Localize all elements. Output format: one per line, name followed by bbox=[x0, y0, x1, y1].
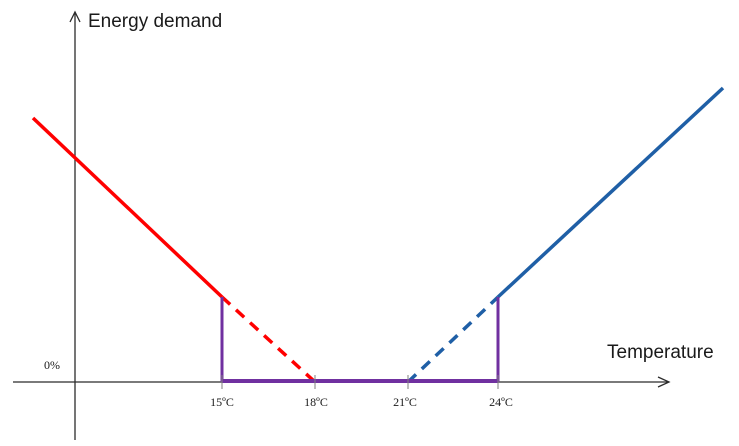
tick-label-24: 24ºC bbox=[489, 395, 513, 409]
tick-label-18: 18ºC bbox=[304, 395, 328, 409]
x-axis-label: Temperature bbox=[607, 342, 714, 363]
heating-dashed-line bbox=[220, 295, 317, 384]
tick-label-15: 15ºC bbox=[210, 395, 234, 409]
x-axis-arrowhead bbox=[657, 376, 671, 388]
tick-label-21: 21ºC bbox=[393, 395, 417, 409]
baseline-band bbox=[220, 297, 500, 383]
cooling-dashed-line bbox=[406, 295, 500, 384]
tick-marks bbox=[221, 375, 499, 389]
heating-demand bbox=[31, 116, 317, 384]
cooling-solid-line bbox=[496, 86, 725, 299]
cooling-demand bbox=[406, 86, 725, 384]
axes bbox=[13, 10, 671, 440]
heating-solid-line bbox=[31, 116, 224, 299]
y-zero-label: 0% bbox=[44, 358, 60, 372]
y-axis-arrowhead bbox=[69, 10, 81, 23]
y-axis-label: Energy demand bbox=[88, 11, 222, 32]
